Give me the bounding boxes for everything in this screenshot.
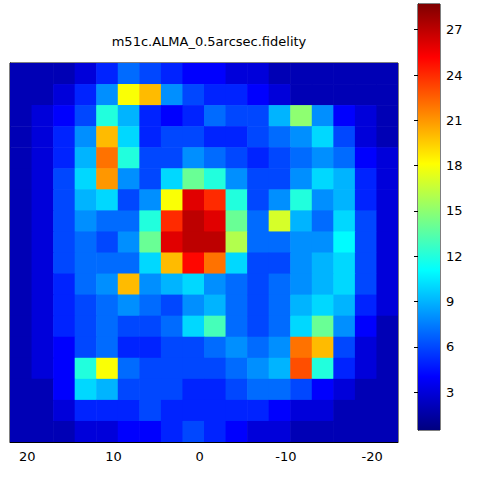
- svg-text:m51c.ALMA_0.5arcsec.fidelity: m51c.ALMA_0.5arcsec.fidelity: [112, 34, 307, 49]
- svg-text:-10: -10: [275, 449, 296, 464]
- svg-text:12: 12: [446, 249, 463, 264]
- svg-text:3: 3: [446, 385, 454, 400]
- svg-text:18: 18: [446, 158, 463, 173]
- svg-text:21: 21: [446, 113, 463, 128]
- svg-text:24: 24: [446, 68, 463, 83]
- svg-text:27: 27: [446, 22, 463, 37]
- svg-text:0: 0: [196, 449, 204, 464]
- svg-text:10: 10: [105, 449, 122, 464]
- svg-text:6: 6: [446, 339, 454, 354]
- svg-text:9: 9: [446, 294, 454, 309]
- svg-text:20: 20: [19, 449, 36, 464]
- svg-text:15: 15: [446, 203, 463, 218]
- svg-text:-20: -20: [362, 449, 383, 464]
